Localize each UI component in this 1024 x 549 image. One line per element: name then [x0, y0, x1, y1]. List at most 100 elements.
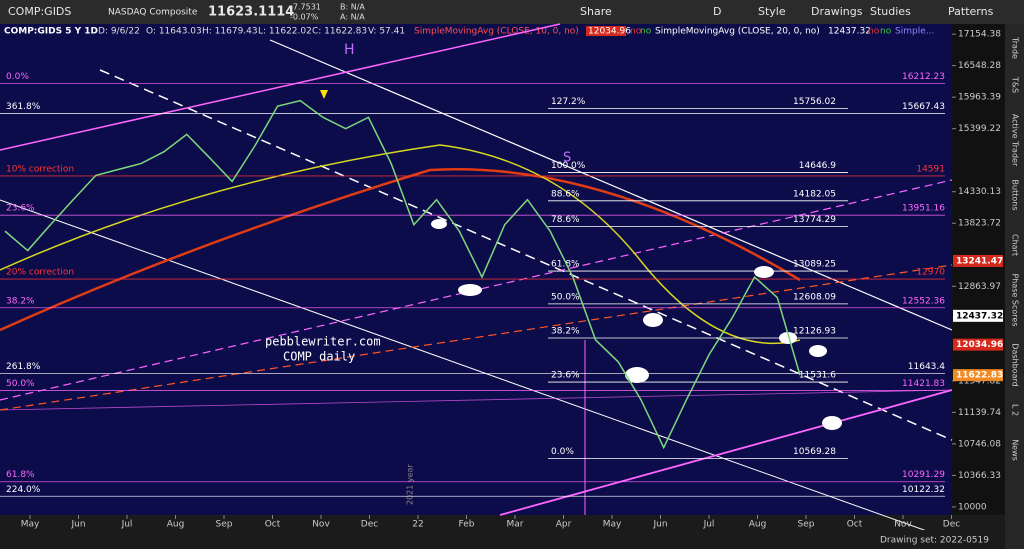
- legend-item: H: 11679.43: [202, 27, 258, 37]
- btn[interactable]: Style: [758, 5, 786, 18]
- fib-label: 61.8%: [6, 470, 35, 480]
- retracement-label: 78.6%: [551, 215, 580, 225]
- fib-label: 0.0%: [6, 72, 29, 82]
- y-tick-label: 14330.13: [958, 187, 1001, 197]
- watermark: pebblewriter.com: [265, 335, 381, 349]
- y-tick-label: 10746.08: [958, 439, 1001, 449]
- y-tick-label: 11547.82: [958, 376, 1001, 386]
- legend-item: no: [868, 27, 880, 37]
- y-tick-label: 10000: [958, 502, 987, 512]
- drawing-set[interactable]: Drawing set: 2022-0519: [880, 536, 989, 546]
- watermark: COMP daily: [283, 350, 355, 364]
- legend-item: V: 57.41: [368, 27, 405, 37]
- btn[interactable]: Studies: [870, 5, 911, 18]
- fib-value: 11421.83: [902, 379, 945, 389]
- fib-label: 224.0%: [6, 485, 41, 495]
- trendlines: [0, 23, 953, 541]
- x-tick-label: Mar: [507, 520, 524, 530]
- x-tick-label: Apr: [556, 520, 572, 530]
- side-tab[interactable]: Chart: [1011, 234, 1020, 256]
- x-tick-label: Jun: [70, 520, 85, 530]
- x-tick-label: May: [603, 520, 622, 530]
- price-line: [4, 99, 801, 450]
- fib-label: 50.0%: [6, 379, 35, 389]
- fib-value: 11643.4: [908, 362, 945, 372]
- retracement-label: 50.0%: [551, 292, 580, 302]
- y-tick-label: 11139.74: [958, 408, 1001, 418]
- retracement-label: 100.0%: [551, 161, 586, 171]
- retracement-value: 14646.9: [799, 161, 836, 171]
- legend-item: SimpleMovingAvg (CLOSE, 20, 0, no): [655, 27, 820, 37]
- retracement-label: 38.2%: [551, 326, 580, 336]
- side-tab[interactable]: Active Trader: [1011, 114, 1020, 167]
- x-tick-label: 22: [412, 520, 423, 530]
- change: -7.7531: [290, 3, 321, 12]
- x-tick-label: Aug: [167, 520, 185, 530]
- retracement-value: 14182.05: [793, 189, 836, 199]
- fib-label: 20% correction: [6, 268, 74, 278]
- fib-value: 14591: [916, 164, 945, 174]
- side-tab[interactable]: News: [1011, 439, 1020, 461]
- side-tab[interactable]: T&S: [1011, 76, 1020, 93]
- fib-value: 16212.23: [902, 72, 945, 82]
- ask: A: N/A: [340, 13, 365, 22]
- fib-value: 12970: [916, 268, 945, 278]
- x-tick-label: Oct: [265, 520, 281, 530]
- wave-label: H: [344, 42, 355, 58]
- retracement-label: 0.0%: [551, 447, 574, 457]
- annotations: H S pebblewriter.com COMP daily 2021 yea…: [265, 42, 571, 505]
- legend-item: Simple...: [895, 27, 934, 37]
- x-tick-label: Sep: [216, 520, 233, 530]
- fib-value: 10122.32: [902, 485, 945, 495]
- legend-item: L: 11622.02: [258, 27, 312, 37]
- btn[interactable]: D: [713, 5, 721, 18]
- change-pct: -0.07%: [290, 13, 319, 22]
- fib-value: 12552.36: [902, 296, 945, 306]
- y-tick-label: 12863.97: [958, 282, 1001, 292]
- legend: COMP:GIDS 5 Y 1D D: 9/6/22 O: 11643.03 H…: [4, 26, 934, 37]
- legend-item: D: 9/6/22: [98, 27, 140, 37]
- x-tick-label: Feb: [459, 520, 475, 530]
- legend-item: 12437.32: [828, 27, 871, 37]
- x-tick-label: Jul: [703, 520, 715, 530]
- side-tab[interactable]: Phase Scores: [1011, 273, 1020, 326]
- fib-value: 15667.43: [902, 102, 945, 112]
- retracement-label: 23.6%: [551, 371, 580, 381]
- fib-label: 38.2%: [6, 296, 35, 306]
- y-tick-label: 13823.72: [958, 219, 1001, 229]
- side-tab[interactable]: Trade: [1011, 36, 1020, 59]
- wave-label: S: [563, 151, 571, 166]
- x-tick-label: Sep: [798, 520, 815, 530]
- legend-item: C: 11622.83: [312, 27, 367, 37]
- price-marker: [953, 309, 1003, 322]
- fib-label: 10% correction: [6, 164, 74, 174]
- btn[interactable]: Share: [580, 5, 612, 18]
- legend-item: O: 11643.03: [146, 27, 202, 37]
- btn[interactable]: Patterns: [948, 5, 994, 18]
- chart-content: 17154.38 16548.28 15963.39 15399.22 14330.13…: [0, 30, 1003, 530]
- side-tab[interactable]: Buttons: [1011, 180, 1020, 211]
- legend-item: 12034.96: [588, 27, 631, 37]
- x-tick-label: Aug: [749, 520, 767, 530]
- price-axis: [952, 24, 1005, 515]
- y-tick-label: 17154.38: [958, 30, 1001, 40]
- retracement-value: 13089.25: [793, 260, 836, 270]
- side-bar: [1005, 24, 1024, 549]
- btn[interactable]: Drawings: [811, 5, 863, 18]
- retracement-value: 15756.02: [793, 97, 836, 107]
- x-tick-label: Dec: [943, 520, 960, 530]
- bid: B: N/A: [340, 3, 365, 12]
- side-tab[interactable]: Dashboard: [1011, 343, 1020, 386]
- y-tick-label: 15399.22: [958, 124, 1001, 134]
- retracement-label: 61.8%: [551, 260, 580, 270]
- x-tick-label: Jul: [121, 520, 133, 530]
- y-tick-label: 15963.39: [958, 93, 1001, 103]
- retracement-label: 88.6%: [551, 189, 580, 199]
- retracement-value: 10569.28: [793, 447, 836, 457]
- fib-label: 23.6%: [6, 204, 35, 214]
- side-tab[interactable]: L 2: [1011, 404, 1020, 416]
- fib-label: 261.8%: [6, 362, 41, 372]
- symbol[interactable]: COMP:GIDS: [8, 5, 71, 18]
- last: 11623.1114: [208, 5, 294, 20]
